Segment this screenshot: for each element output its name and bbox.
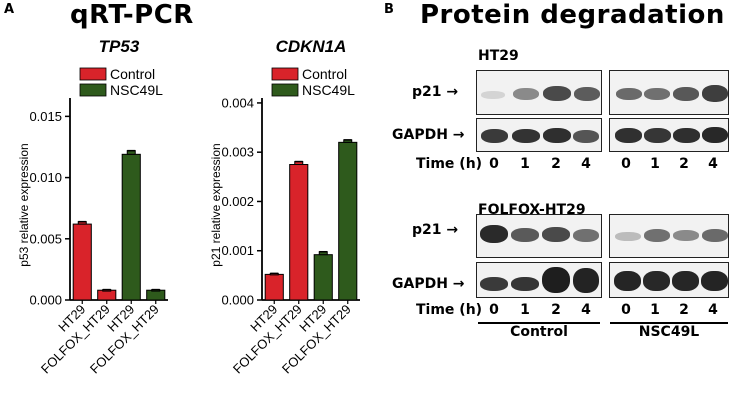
nsc49l-group-label: NSC49L (638, 324, 700, 340)
cdkn1a-chart: CDKN1A p21 relative expression 0.000 0.001 0… (209, 37, 360, 376)
time-tick: 2 (551, 302, 561, 318)
time-tick: 1 (520, 302, 530, 318)
bar (289, 164, 309, 301)
time-tick: 4 (708, 302, 718, 318)
bar (97, 289, 117, 301)
legend-swatch (79, 83, 107, 97)
y-tick-label: 0.000 (221, 293, 254, 308)
y-axis-label: p21 relative expression (209, 143, 223, 266)
time-tick: 2 (679, 302, 689, 318)
y-tick-label: 0.015 (29, 109, 62, 124)
time-tick: 0 (621, 302, 631, 318)
p21-row-label: p21 → (412, 222, 459, 238)
bar (338, 141, 358, 301)
panel-b-title: Protein degradation (420, 0, 725, 30)
time-tick: 4 (581, 302, 591, 318)
legend-label: Control (302, 66, 347, 82)
legend-swatch (79, 67, 107, 81)
time-tick: 1 (650, 302, 660, 318)
blot-ht29-gapdh-control (476, 118, 602, 152)
time-tick: 1 (520, 156, 530, 172)
bar (146, 289, 166, 301)
panel-b-letter: B (384, 2, 394, 17)
panel-a-title: qRT-PCR (70, 0, 194, 30)
nsc49l-group-bracket (610, 322, 728, 324)
legend-label: NSC49L (110, 82, 163, 98)
p21-row-label: p21 → (412, 84, 459, 100)
control-group-bracket (478, 322, 600, 324)
time-tick: 4 (708, 156, 718, 172)
time-tick: 0 (489, 302, 499, 318)
y-tick-label: 0.000 (29, 293, 62, 308)
time-tick: 1 (650, 156, 660, 172)
blot-folfox-gapdh-nsc49l (609, 262, 729, 298)
y-tick-label: 0.004 (221, 95, 254, 110)
panel-a-letter: A (4, 2, 15, 17)
time-label: Time (h) (416, 302, 483, 318)
y-tick-label: 0.002 (221, 194, 254, 209)
time-label: Time (h) (416, 156, 483, 172)
y-tick-label: 0.003 (221, 145, 254, 160)
y-axis-label: p53 relative expression (17, 143, 31, 266)
blot-folfox-gapdh-control (476, 262, 602, 298)
chart-title: TP53 (99, 37, 140, 56)
legend-label: NSC49L (302, 82, 355, 98)
bar (121, 153, 141, 301)
blot-ht29-p21-nsc49l (609, 70, 729, 115)
y-tick-label: 0.010 (29, 170, 62, 185)
blot-ht29-p21-control (476, 70, 602, 115)
legend-swatch (271, 83, 299, 97)
time-tick: 4 (581, 156, 591, 172)
y-tick-label: 0.005 (29, 231, 62, 246)
blot-ht29-gapdh-nsc49l (609, 118, 729, 152)
tp53-chart: TP53 p53 relative expression 0.000 0.005 0.0… (17, 37, 168, 376)
bar (313, 254, 333, 301)
chart-title: CDKN1A (276, 37, 347, 56)
blot-folfox-p21-nsc49l (609, 214, 729, 258)
gapdh-row-label: GAPDH → (392, 127, 465, 143)
time-tick: 0 (621, 156, 631, 172)
bar (264, 273, 284, 301)
time-tick: 2 (679, 156, 689, 172)
time-tick: 2 (551, 156, 561, 172)
legend-swatch (271, 67, 299, 81)
y-tick-label: 0.001 (221, 243, 254, 258)
gapdh-row-label: GAPDH → (392, 276, 465, 292)
legend-label: Control (110, 66, 155, 82)
blot-folfox-p21-control (476, 214, 602, 258)
control-group-label: Control (510, 324, 568, 340)
time-tick: 0 (489, 156, 499, 172)
blot-cell-line-ht29: HT29 (478, 48, 519, 64)
bar (72, 223, 92, 301)
